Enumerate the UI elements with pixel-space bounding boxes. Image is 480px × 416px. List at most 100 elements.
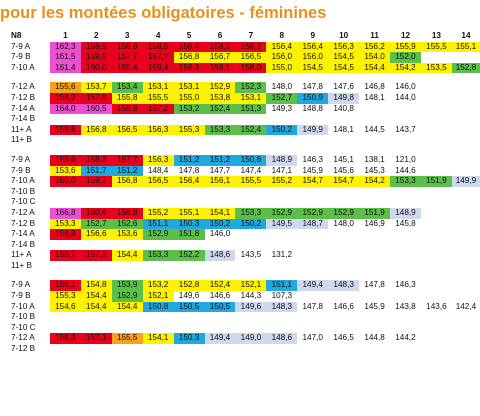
value-cell (328, 114, 359, 125)
value-cell: 154,4 (80, 301, 112, 313)
value-cell (112, 312, 143, 323)
value-cell: 143,5 (240, 250, 262, 260)
value-cell (297, 187, 328, 198)
value-cell: 148,8 (302, 103, 323, 113)
value-cell: 156,4 (297, 41, 329, 53)
value-cell: 155,6 (49, 82, 81, 93)
row-label-cell: 7-9 A (11, 280, 31, 290)
value-cell: 149,4 (297, 280, 329, 292)
value-cell (112, 135, 143, 146)
value-cell (81, 114, 112, 125)
value-cell (328, 229, 359, 240)
value-cell (359, 312, 390, 323)
value-cell (452, 219, 480, 230)
value-cell (390, 229, 421, 240)
value-cell (421, 197, 452, 208)
value-cell (81, 197, 112, 208)
value-cell: 155,3 (49, 291, 81, 302)
value-cell: 154,0 (359, 52, 391, 63)
value-cell: 158,1 (204, 62, 236, 74)
value-cell (235, 323, 266, 334)
value-cell: 154,5 (328, 52, 360, 63)
value-cell (452, 229, 480, 240)
value-cell: 158,9 (49, 229, 81, 240)
value-cell (50, 135, 81, 146)
value-cell (112, 323, 143, 334)
value-cell (359, 104, 390, 115)
header-label-cell: N8 (11, 31, 22, 40)
value-cell: 146,0 (395, 82, 416, 92)
value-cell: 159,7 (80, 176, 112, 187)
value-cell: 131,2 (271, 250, 293, 260)
value-cell (174, 240, 205, 251)
value-cell (452, 125, 480, 136)
table-row: 7-12 B 158,2 157,9 155,8 155,5 155,0 153,8 153,… (0, 92, 480, 104)
value-cell: 144,2 (395, 333, 416, 343)
value-cell: 158,2 (49, 92, 81, 104)
value-cell: 144,6 (395, 165, 416, 175)
value-cell (452, 82, 480, 93)
row-label-cell: 11+ B (11, 135, 33, 145)
value-cell: 138,1 (364, 154, 385, 164)
value-cell (452, 155, 480, 166)
value-cell: 154,5 (328, 62, 360, 74)
value-cell (452, 187, 480, 198)
value-cell (174, 261, 205, 272)
value-cell: 154,7 (328, 176, 360, 187)
value-cell: 164,0 (49, 103, 81, 115)
row-label-cell: 7-10 C (11, 322, 36, 332)
value-cell (297, 135, 328, 146)
value-cell: 152,8 (451, 62, 480, 74)
value-cell (235, 114, 266, 125)
row-label-cell: 7-12 A (11, 82, 35, 92)
value-cell (266, 197, 297, 208)
value-cell: 153,7 (80, 82, 112, 93)
page-title: pour les montées obligatoires - féminine… (0, 4, 327, 22)
value-cell: 153,2 (142, 280, 174, 292)
value-cell: 153,4 (111, 82, 143, 93)
value-cell: 154,6 (49, 301, 81, 313)
value-cell (235, 135, 266, 146)
value-cell: 158,1 (49, 280, 81, 292)
table-row: 7-10 C (0, 323, 480, 334)
value-cell (174, 323, 205, 334)
value-cell: 149,8 (328, 92, 360, 104)
table-row: 7-14 B (0, 114, 480, 125)
value-cell: 154,4 (111, 301, 143, 313)
value-cell: 148,9 (266, 154, 298, 166)
value-cell: 150,8 (142, 301, 174, 313)
value-cell: 152,9 (111, 291, 143, 302)
value-cell (266, 229, 297, 240)
value-cell (359, 323, 390, 334)
value-cell (328, 344, 359, 355)
value-cell: 150,6 (235, 154, 267, 166)
value-cell: 152,8 (173, 280, 205, 292)
value-cell: 158,3 (204, 41, 236, 53)
value-cell: 148,3 (266, 301, 298, 313)
table-header-row: N8 1 2 3 4 5 6 7 8 9 10 11 12 13 14 (0, 31, 480, 42)
value-cell: 146,8 (364, 82, 385, 92)
value-cell: 156,8 (80, 124, 112, 136)
header-column-cell: 1 (63, 31, 68, 40)
value-cell (421, 135, 452, 146)
value-cell (328, 261, 359, 272)
value-cell (421, 208, 452, 219)
value-cell (452, 344, 480, 355)
value-cell: 156,5 (142, 176, 174, 187)
value-cell (81, 344, 112, 355)
value-cell (452, 104, 480, 115)
value-cell (328, 312, 359, 323)
value-cell: 159,4 (142, 62, 174, 74)
value-cell: 150,9 (297, 92, 329, 104)
value-cell (390, 312, 421, 323)
value-cell: 153,1 (142, 82, 174, 93)
value-cell: 152,0 (390, 52, 421, 63)
header-column-cell: 2 (94, 31, 99, 40)
value-cell (390, 344, 421, 355)
value-cell (81, 312, 112, 323)
table-row: 7-10 A 161,4 160,0 159,4 159,4 158,3 158,1 158,… (0, 62, 480, 74)
table-row: 7-9 A 162,3 159,9 158,9 158,5 158,4 158,3 158,2… (0, 41, 480, 53)
value-cell: 147,8 (178, 165, 200, 175)
value-cell (205, 197, 236, 208)
value-cell: 152,4 (204, 103, 236, 115)
